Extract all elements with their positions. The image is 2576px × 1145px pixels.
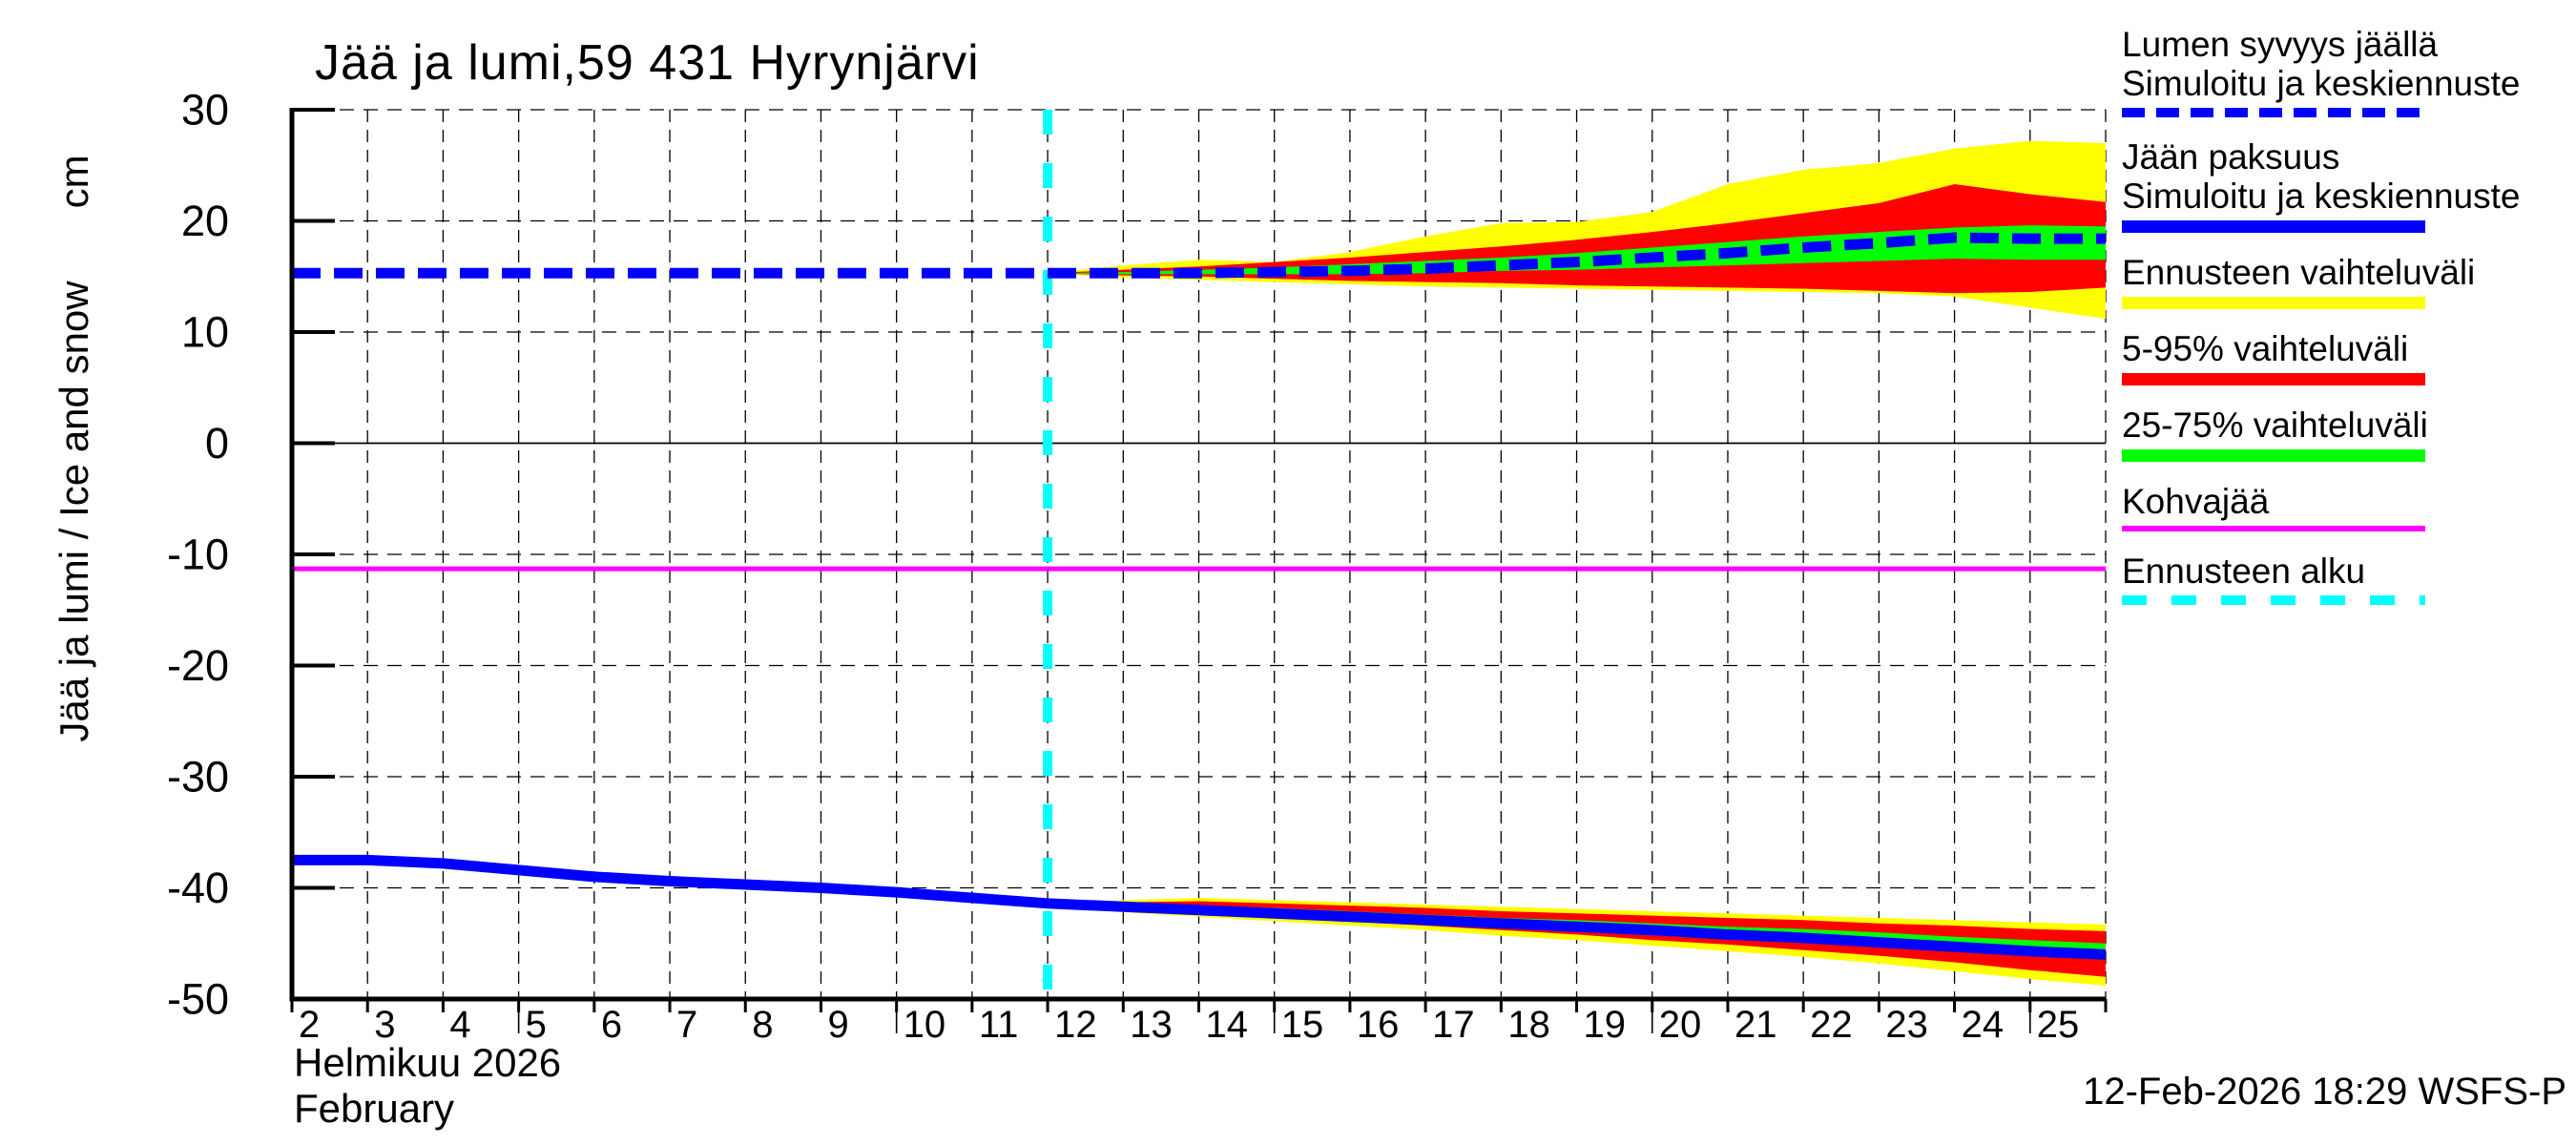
y-tick-label: -30 [167,753,229,802]
legend-label: Kohvajää [2122,482,2270,521]
legend-item-25-75-range: 25-75% vaihteluväli [2122,406,2437,462]
legend-swatch-yellow [2122,297,2425,309]
x-tick-label: 17 [1432,1004,1475,1046]
x-tick-label: 15 [1281,1004,1324,1046]
legend-label: Simuloitu ja keskiennuste [2122,177,2521,216]
y-tick-label: -20 [167,641,229,690]
x-tick-label: 3 [374,1004,395,1046]
legend-label: 25-75% vaihteluväli [2122,406,2428,445]
legend-swatch-blue-solid [2122,220,2425,233]
x-tick-label: 7 [676,1004,697,1046]
x-tick-label: 22 [1810,1004,1853,1046]
legend-swatch-cyan-dashed [2122,595,2425,605]
x-tick-label: 2 [299,1004,320,1046]
legend-swatch-green [2122,449,2425,462]
x-tick-label: 4 [449,1004,470,1046]
ice-thickness-line [292,854,2107,960]
legend-item-snow-depth: Lumen syvyys jäällä Simuloitu ja keskien… [2122,25,2521,117]
timestamp: 12-Feb-2026 18:29 WSFS-P [2083,1071,2566,1113]
legend-item-5-95-range: 5-95% vaihteluväli [2122,329,2437,385]
x-tick-label: 25 [2037,1004,2080,1046]
x-tick-label: 21 [1735,1004,1777,1046]
x-tick-label: 6 [601,1004,622,1046]
x-tick-label: 11 [979,1004,1019,1046]
legend: Lumen syvyys jäällä Simuloitu ja keskien… [2122,25,2521,625]
x-tick-label: 13 [1130,1004,1173,1046]
legend-label: 5-95% vaihteluväli [2122,329,2409,368]
legend-swatch-red [2122,373,2425,385]
legend-item-forecast-start: Ennusteen alku [2122,552,2437,605]
snow-25-75-band [1048,225,2106,275]
legend-item-forecast-range: Ennusteen vaihteluväli [2122,253,2476,309]
snow-depth-line [292,232,2106,279]
legend-label: Ennusteen alku [2122,552,2366,591]
y-tick-label: -10 [167,531,229,579]
x-tick-label: 10 [904,1004,946,1046]
x-tick-label: 5 [526,1004,547,1046]
legend-item-ice-thickness: Jään paksuus Simuloitu ja keskiennuste [2122,137,2521,233]
legend-label: Simuloitu ja keskiennuste [2122,64,2521,103]
x-tick-label: 18 [1507,1004,1550,1046]
x-axis-month-label-en: February [294,1086,455,1131]
x-tick-label: 16 [1357,1004,1400,1046]
y-tick-label: -50 [167,975,229,1024]
y-tick-label: 10 [181,308,229,357]
x-tick-label: 19 [1584,1004,1627,1046]
legend-label: Ennusteen vaihteluväli [2122,253,2476,292]
x-tick-label: 9 [827,1004,848,1046]
legend-label: Jään paksuus [2122,137,2340,177]
x-tick-label: 24 [1962,1004,2005,1046]
x-tick-label: 14 [1206,1004,1249,1046]
legend-label: Lumen syvyys jäällä [2122,25,2439,64]
x-axis-month-label-fi: Helmikuu 2026 [294,1040,562,1085]
y-tick-label: -40 [167,864,229,912]
y-tick-label: 20 [181,197,229,245]
x-tick-label: 12 [1054,1004,1097,1046]
y-axis-unit: cm [52,155,96,209]
y-tick-label: 0 [205,419,229,468]
legend-swatch-magenta [2122,526,2425,531]
y-axis-label: Jää ja lumi / Ice and snow cm [52,155,97,741]
legend-item-kohvajaa: Kohvajää [2122,482,2437,531]
x-tick-label: 8 [752,1004,773,1046]
legend-swatch-blue-dashed [2122,108,2425,117]
chart-title: Jää ja lumi,59 431 Hyrynjärvi [315,35,980,91]
y-tick-label: 30 [181,86,229,135]
x-tick-label: 20 [1659,1004,1702,1046]
x-tick-label: 23 [1885,1004,1928,1046]
y-axis-label-text: Jää ja lumi / Ice and snow [52,281,96,742]
